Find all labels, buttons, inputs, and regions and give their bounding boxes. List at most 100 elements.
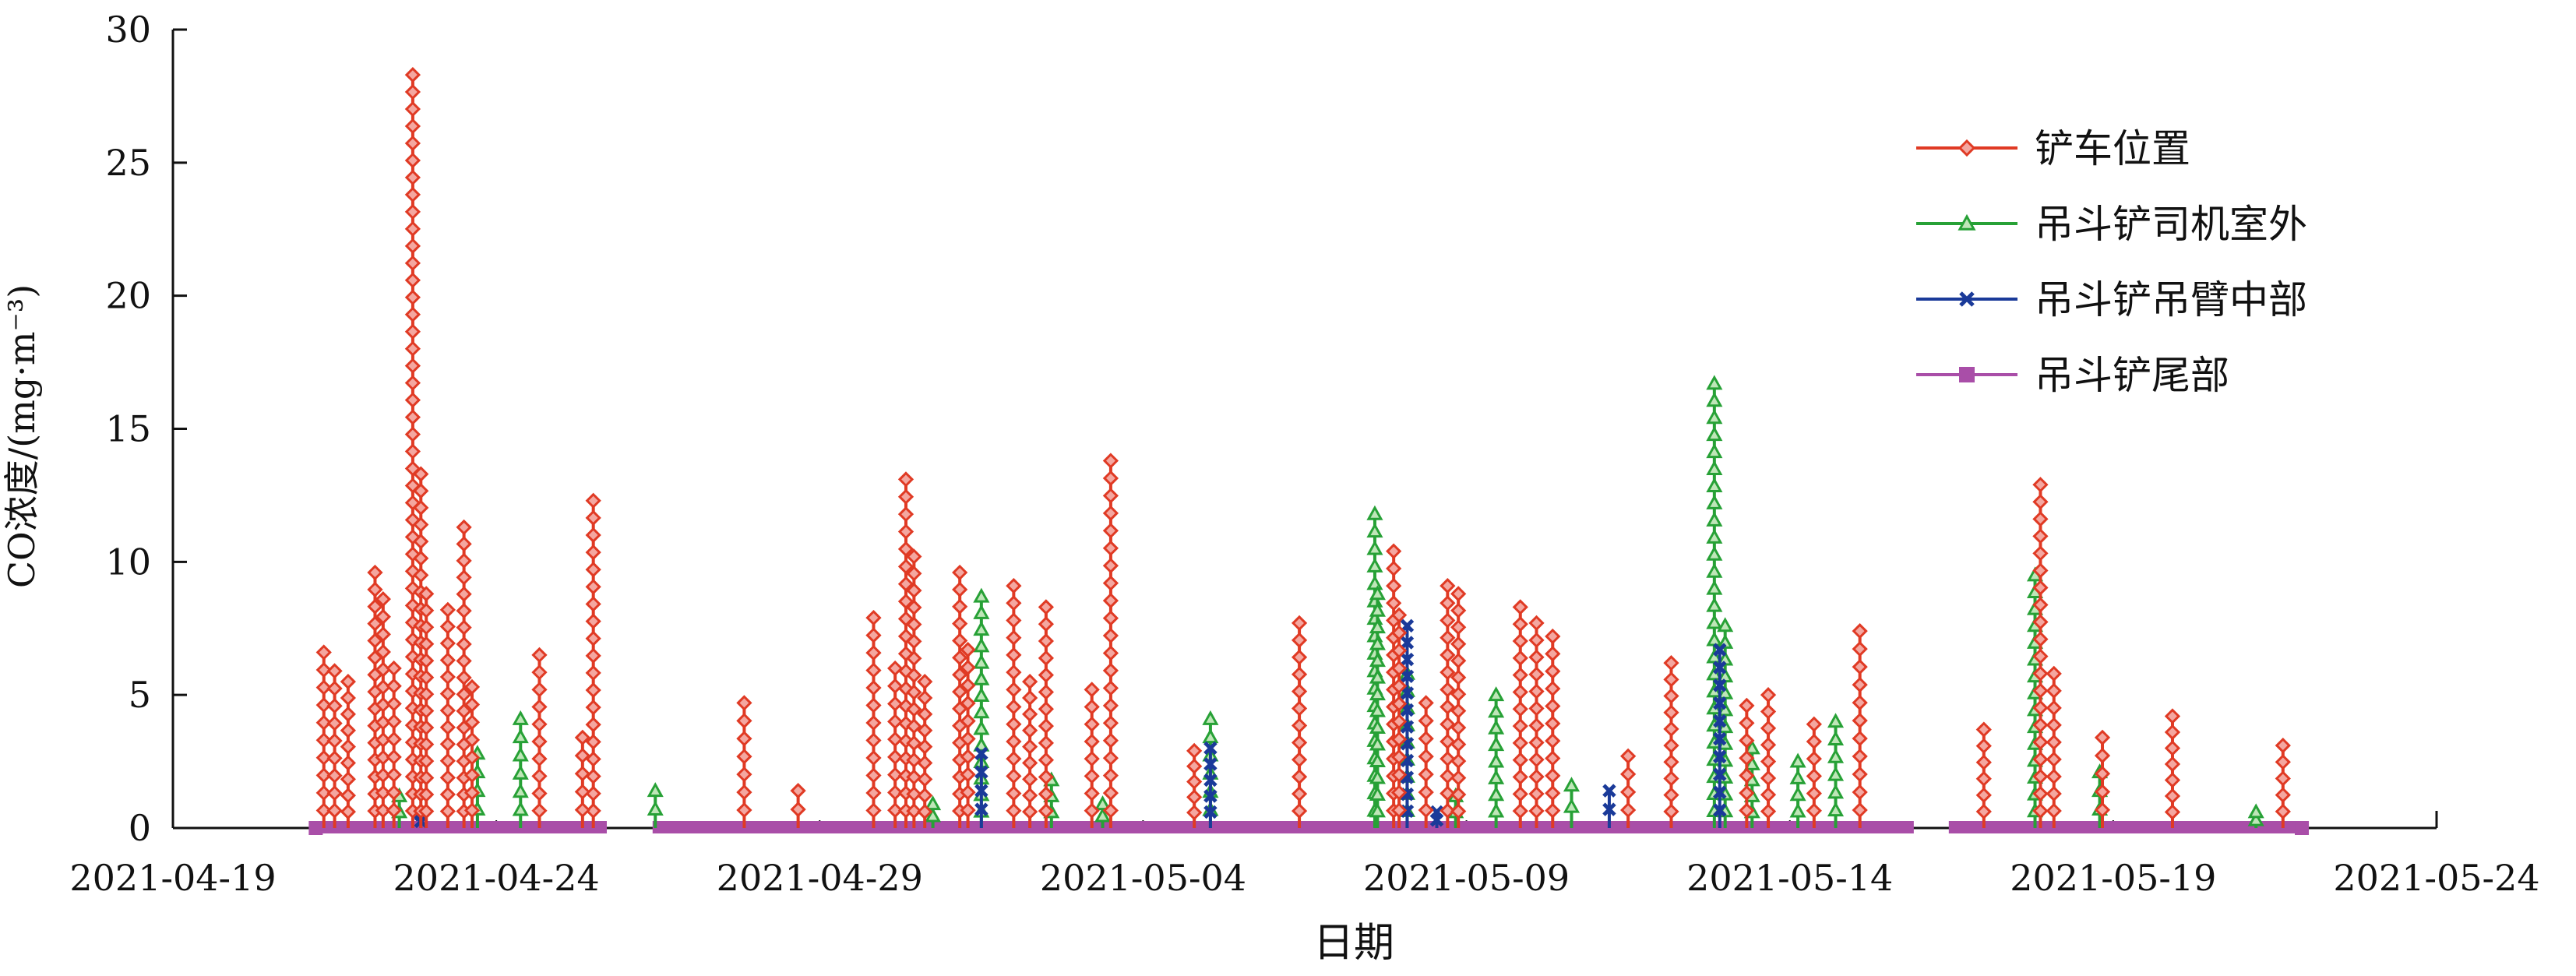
data-point xyxy=(375,643,391,661)
data-point xyxy=(2094,802,2111,818)
data-point xyxy=(1186,742,1203,759)
data-point xyxy=(375,749,391,766)
data-point xyxy=(960,641,976,658)
data-point xyxy=(1545,802,1561,819)
data-point xyxy=(463,696,481,713)
data-point xyxy=(463,714,481,731)
data-point xyxy=(456,519,472,536)
data-point xyxy=(531,647,548,664)
data-point xyxy=(574,802,590,818)
data-point xyxy=(1528,649,1545,665)
data-point xyxy=(1789,752,1806,768)
data-point xyxy=(1512,632,1528,650)
data-point xyxy=(1440,785,1456,802)
data-point xyxy=(1366,523,1383,538)
data-point xyxy=(456,586,472,602)
data-point xyxy=(1386,560,1402,576)
data-point xyxy=(1713,767,1727,782)
data-point xyxy=(386,731,402,748)
data-point xyxy=(386,696,402,712)
data-point xyxy=(2032,477,2049,493)
data-point xyxy=(413,534,429,550)
data-point xyxy=(960,695,976,711)
data-point xyxy=(1528,632,1545,648)
data-point xyxy=(906,633,922,650)
data-point xyxy=(1975,721,1992,738)
data-point xyxy=(413,516,429,533)
data-point xyxy=(1789,802,1806,818)
data-point xyxy=(1369,702,1386,717)
data-point xyxy=(1440,595,1456,611)
x-axis-label: 日期 xyxy=(1313,920,1394,967)
data-point xyxy=(897,488,914,505)
data-point xyxy=(315,767,332,784)
data-point xyxy=(2275,787,2291,803)
data-point xyxy=(418,586,435,602)
data-point xyxy=(1022,722,1038,738)
data-point xyxy=(413,466,429,482)
data-point xyxy=(1186,773,1203,790)
data-point xyxy=(1102,627,1119,644)
data-point xyxy=(1545,663,1561,679)
data-point xyxy=(463,802,481,819)
data-point xyxy=(574,729,590,745)
data-point xyxy=(925,807,942,823)
data-point xyxy=(1512,599,1528,615)
data-point xyxy=(906,667,922,684)
data-point xyxy=(1038,786,1055,802)
data-point xyxy=(1102,750,1119,766)
data-point xyxy=(439,618,456,635)
data-point xyxy=(865,644,882,661)
legend-label: 铲车位置 xyxy=(2035,126,2190,171)
data-point xyxy=(960,749,976,765)
data-point xyxy=(418,803,435,819)
data-point xyxy=(1369,735,1386,751)
data-point xyxy=(1022,673,1038,690)
data-point xyxy=(736,766,752,783)
data-point xyxy=(315,679,332,696)
data-point xyxy=(2275,754,2291,770)
data-point xyxy=(512,728,529,744)
data-point xyxy=(906,616,922,632)
data-point xyxy=(1760,753,1777,770)
data-point xyxy=(2032,734,2049,750)
data-point xyxy=(1006,785,1022,802)
data-point xyxy=(1006,647,1022,664)
data-point xyxy=(585,664,601,682)
data-point xyxy=(973,670,990,685)
data-point xyxy=(1806,785,1822,802)
data-point xyxy=(1418,784,1434,801)
data-point xyxy=(340,689,356,706)
data-point xyxy=(736,695,752,711)
data-point xyxy=(531,699,548,715)
data-point xyxy=(1418,695,1434,711)
data-point xyxy=(585,699,601,716)
data-point xyxy=(1006,577,1022,594)
legend-item-2: 吊斗铲吊臂中部 xyxy=(1916,277,2307,322)
data-point xyxy=(585,647,601,664)
data-point xyxy=(418,736,435,752)
data-point xyxy=(2295,821,2310,835)
data-point xyxy=(1620,748,1637,764)
data-point xyxy=(1545,646,1561,662)
data-point xyxy=(1760,720,1777,736)
data-point xyxy=(1706,392,1723,407)
data-point xyxy=(647,782,664,798)
data-point xyxy=(1739,802,1755,819)
data-point xyxy=(906,650,922,667)
data-point xyxy=(1102,784,1119,802)
data-point xyxy=(1022,803,1038,820)
data-point xyxy=(1450,686,1467,703)
data-point xyxy=(2032,717,2049,733)
data-point xyxy=(2275,770,2291,787)
data-point xyxy=(973,703,990,719)
data-point xyxy=(865,627,882,643)
data-point xyxy=(2046,751,2062,768)
data-point xyxy=(1563,798,1580,813)
data-point xyxy=(1706,494,1723,509)
data-point xyxy=(315,644,332,661)
data-point xyxy=(1852,641,1868,657)
data-point xyxy=(1806,716,1822,732)
data-point xyxy=(1022,787,1038,804)
data-point xyxy=(1450,669,1467,685)
